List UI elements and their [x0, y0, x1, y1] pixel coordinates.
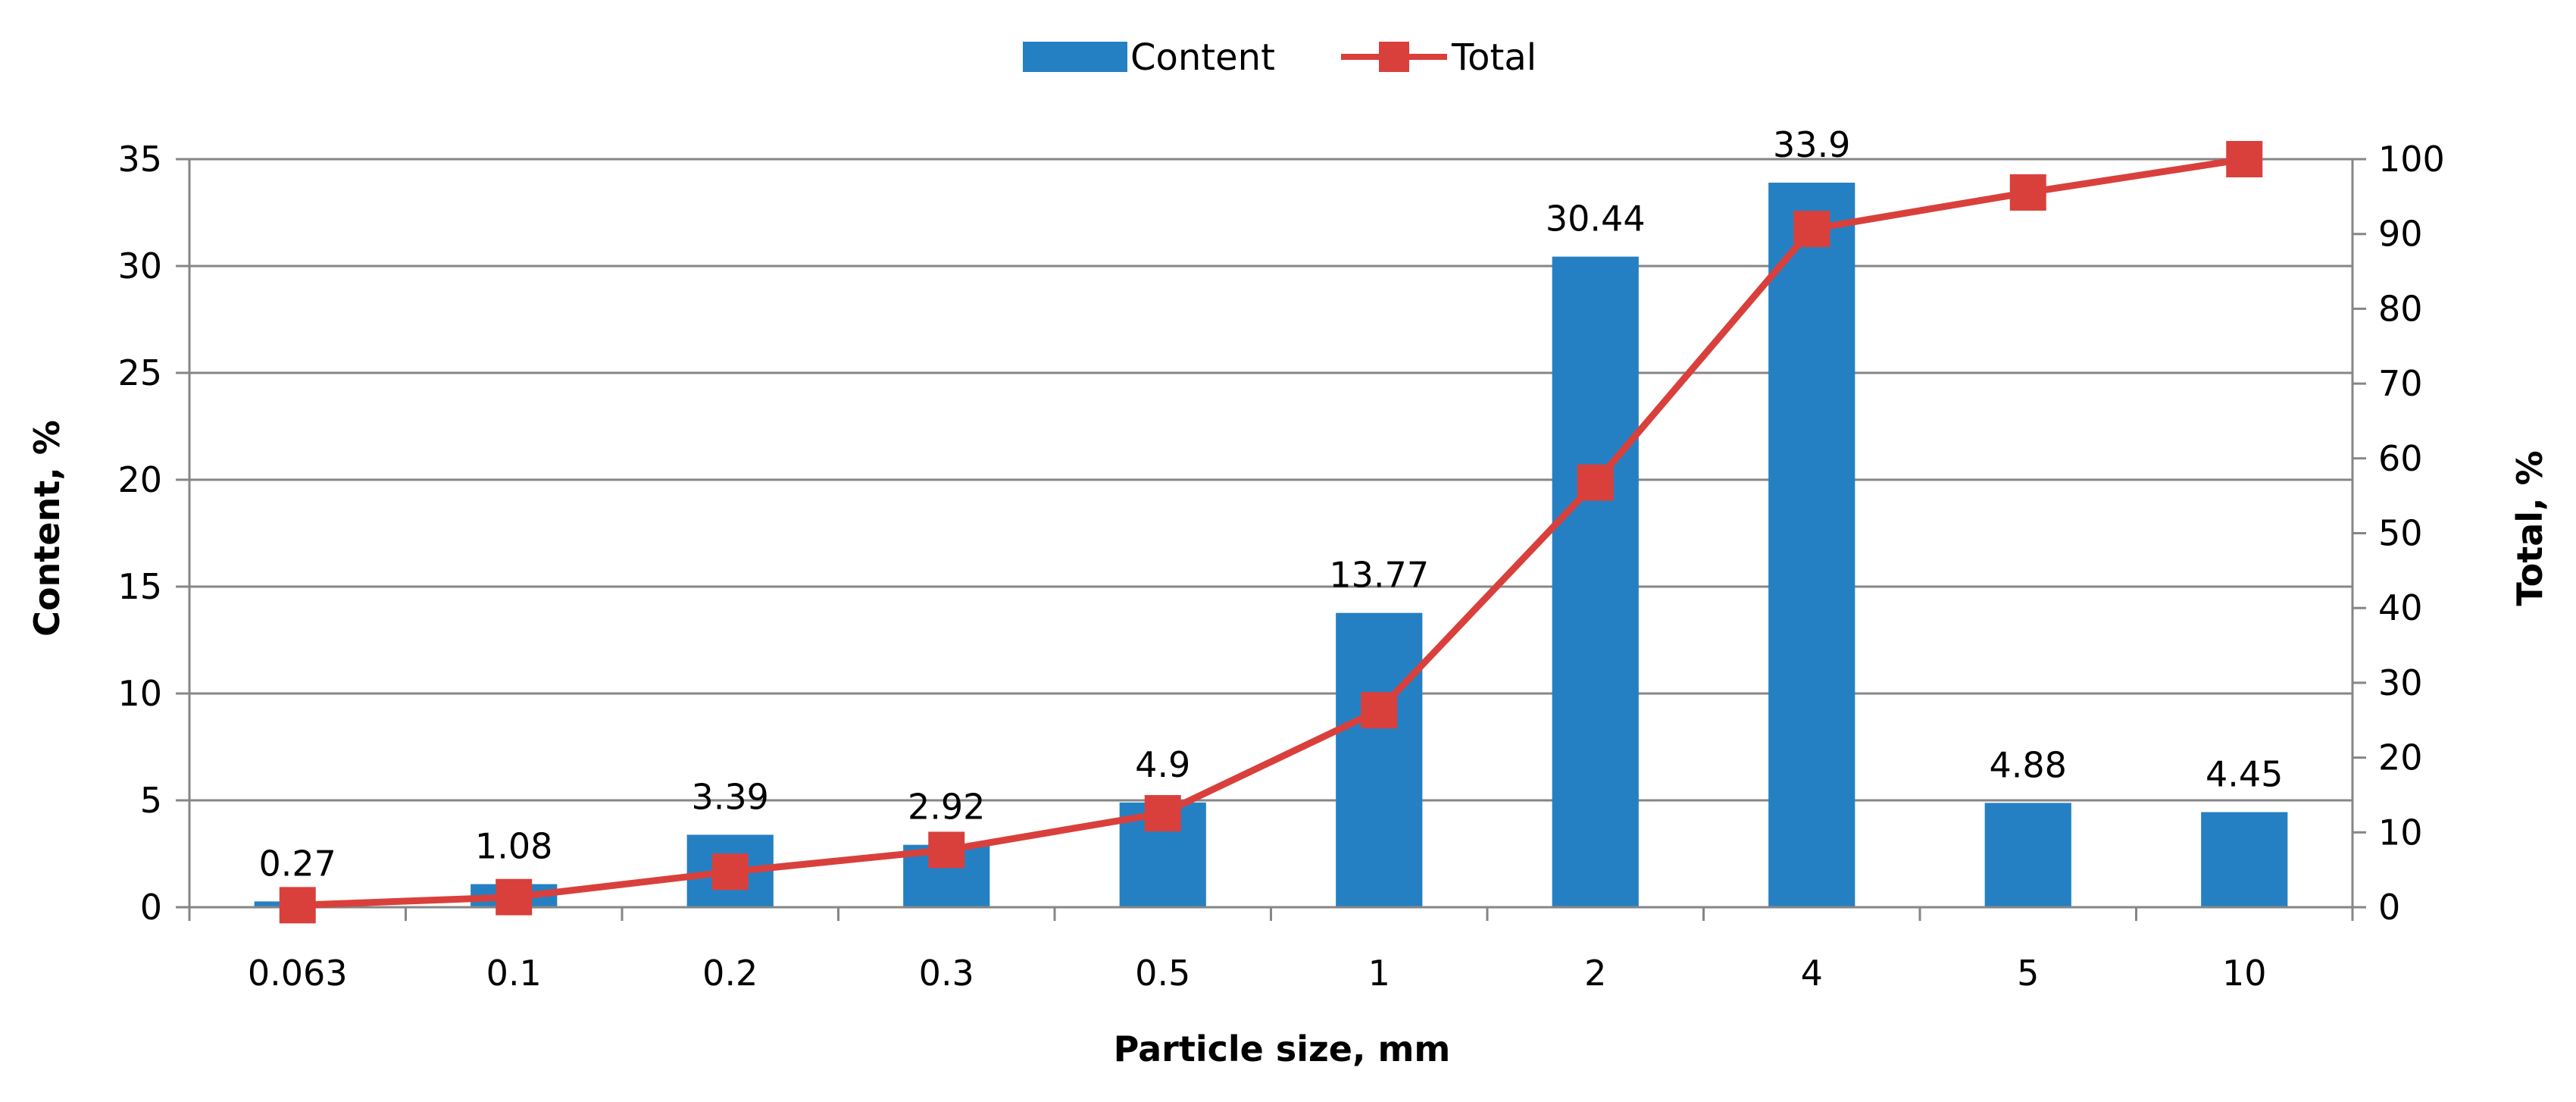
y-right-tick-label: 20 — [2378, 737, 2423, 778]
data-labels: 0.27 1.08 3.39 2.92 4.9 13.77 30.44 33.9 4.88 4.4… — [259, 124, 2284, 884]
y-right-tick-label: 60 — [2378, 438, 2423, 479]
bar-series-content — [254, 183, 2288, 907]
axes — [176, 158, 2366, 921]
marker-total — [1577, 464, 1614, 501]
marker-total — [1144, 795, 1181, 832]
marker-total — [2009, 174, 2046, 211]
y-left-tick-label: 30 — [117, 246, 162, 286]
data-label-content: 4.88 — [1990, 744, 2067, 785]
x-tick-label: 2 — [1584, 953, 1606, 994]
data-label-content: 2.92 — [908, 787, 985, 828]
legend: Content Total — [1023, 36, 1537, 79]
y-left-tick-label: 25 — [117, 352, 162, 393]
marker-total — [1361, 692, 1398, 729]
marker-total — [711, 853, 749, 891]
x-tick-label: 0.3 — [919, 953, 974, 994]
x-tick-label: 1 — [1368, 953, 1390, 994]
x-tick-label: 0.5 — [1135, 953, 1190, 994]
data-label-content: 0.27 — [259, 843, 336, 884]
y-right-tick-label: 100 — [2378, 139, 2445, 180]
y-left-tick-label: 5 — [140, 780, 162, 821]
data-label-content: 4.45 — [2206, 754, 2283, 795]
y-right-tick-label: 30 — [2378, 662, 2423, 703]
x-tick-label: 0.1 — [486, 953, 542, 994]
legend-swatch-content — [1023, 42, 1127, 72]
y-right-tick-label: 90 — [2378, 214, 2423, 255]
y-left-tick-label: 10 — [117, 673, 162, 714]
y-right-tick-label: 40 — [2378, 587, 2423, 628]
bar-content — [1984, 803, 2071, 907]
marker-total — [1793, 211, 1830, 248]
legend-marker-total — [1379, 42, 1409, 72]
marker-total — [2226, 141, 2263, 177]
y-right-tick-label: 0 — [2378, 887, 2400, 928]
marker-total — [279, 887, 316, 924]
y-left-tick-label: 35 — [117, 139, 162, 180]
x-tick-label: 10 — [2222, 953, 2267, 994]
y-left-tick-label: 15 — [117, 566, 162, 607]
x-tick-label: 0.063 — [248, 953, 348, 994]
bar-content — [1552, 256, 1639, 907]
data-label-content: 4.9 — [1135, 744, 1190, 785]
bar-content — [1768, 183, 1855, 907]
y-left-tick-label: 20 — [117, 459, 162, 500]
data-label-content: 3.39 — [692, 776, 769, 817]
x-axis-title: Particle size, mm — [1114, 1028, 1451, 1069]
y-right-tick-label: 10 — [2378, 812, 2423, 853]
y-left-tick-label: 0 — [140, 887, 162, 928]
marker-total — [496, 878, 533, 916]
bar-content — [2201, 812, 2288, 907]
data-label-content: 33.9 — [1773, 124, 1850, 165]
legend-label-content: Content — [1130, 36, 1275, 79]
y-axis-left-title: Content, % — [27, 420, 67, 637]
data-label-content: 30.44 — [1546, 199, 1646, 239]
x-tick-label: 0.2 — [702, 953, 758, 994]
y-right-tick-label: 70 — [2378, 363, 2423, 404]
data-label-content: 1.08 — [475, 826, 552, 867]
gridlines — [189, 158, 2352, 802]
x-tick-label: 5 — [2017, 953, 2039, 994]
tick-labels: 0510152025303501020304050607080901000.06… — [117, 139, 2444, 994]
x-tick-label: 4 — [1801, 953, 1823, 994]
y-right-tick-label: 50 — [2378, 513, 2423, 554]
legend-label-total: Total — [1451, 36, 1537, 79]
line-total — [297, 155, 2245, 909]
y-axis-right-title: Total, % — [2509, 450, 2550, 606]
y-right-tick-label: 80 — [2378, 288, 2423, 329]
data-label-content: 13.77 — [1329, 555, 1429, 596]
bar-content — [1336, 612, 1423, 907]
marker-total — [928, 831, 965, 869]
line-series-total — [279, 141, 2263, 924]
